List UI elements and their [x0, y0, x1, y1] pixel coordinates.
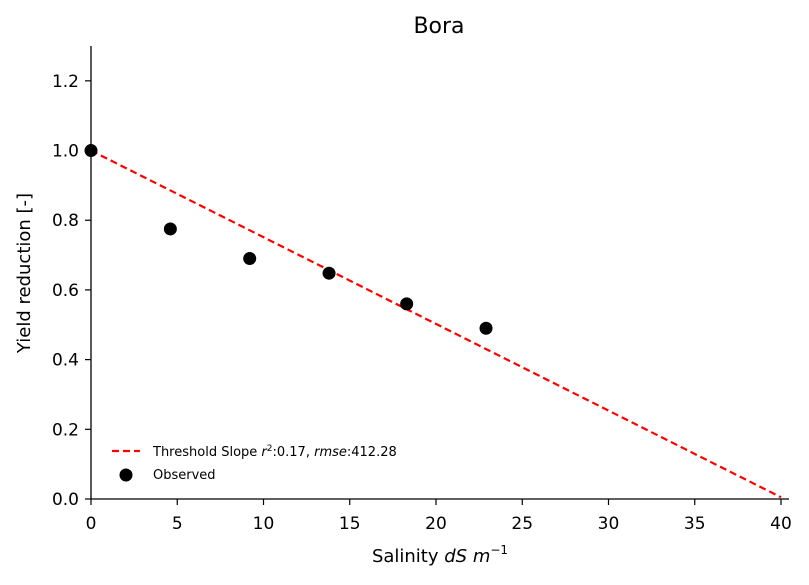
x-tick-label: 25 — [511, 514, 533, 534]
x-tick-label: 10 — [253, 514, 275, 534]
legend-point-label: Observed — [153, 468, 216, 483]
y-tick-label: 1.0 — [52, 142, 79, 162]
axes — [90, 46, 789, 500]
y-tick-label: 0.0 — [52, 490, 79, 510]
legend-r-symbol: r — [261, 445, 268, 460]
legend-point-swatch — [119, 468, 133, 482]
observed-point — [84, 144, 98, 158]
x-ticks: 0 5 10 15 20 25 30 35 40 — [86, 499, 792, 534]
legend-line-label-prefix: Threshold Slope — [152, 445, 261, 460]
y-ticks: 0.0 0.2 0.4 0.6 0.8 1.0 1.2 — [52, 72, 91, 510]
plot-series — [84, 144, 782, 499]
legend-rmse-value: :412.28 — [347, 445, 397, 460]
y-tick-label: 0.8 — [52, 211, 79, 231]
x-tick-label: 35 — [684, 514, 706, 534]
observed-point — [243, 252, 257, 266]
x-axis-label-prefix: Salinity — [372, 546, 444, 567]
chart-title: Bora — [413, 14, 464, 39]
x-axis-label-unit: dS m — [444, 546, 490, 567]
observed-point — [479, 321, 493, 335]
legend-r-sup: 2 — [267, 444, 273, 454]
y-tick-label: 0.4 — [52, 351, 79, 371]
observed-point — [322, 266, 336, 280]
y-tick-label: 0.6 — [52, 281, 79, 301]
x-tick-label: 30 — [598, 514, 620, 534]
threshold-slope-line — [90, 149, 782, 499]
y-axis-label: Yield reduction [-] — [14, 193, 35, 354]
x-tick-label: 20 — [425, 514, 447, 534]
legend-r-value: :0.17, — [273, 445, 315, 460]
x-tick-label: 0 — [86, 514, 97, 534]
y-tick-label: 0.2 — [52, 420, 79, 440]
observed-point — [163, 222, 177, 236]
x-axis-label: Salinity dS m−1 — [372, 543, 508, 567]
x-tick-label: 40 — [770, 514, 792, 534]
legend-line-label: Threshold Slope r2:0.17, rmse:412.28 — [152, 444, 397, 460]
x-tick-label: 15 — [339, 514, 361, 534]
x-axis-label-exponent: −1 — [490, 543, 508, 557]
legend: Threshold Slope r2:0.17, rmse:412.28 Obs… — [112, 444, 397, 483]
y-tick-label: 1.2 — [52, 72, 79, 92]
legend-rmse-symbol: rmse — [314, 445, 347, 460]
x-tick-label: 5 — [172, 514, 183, 534]
observed-point — [400, 297, 414, 311]
